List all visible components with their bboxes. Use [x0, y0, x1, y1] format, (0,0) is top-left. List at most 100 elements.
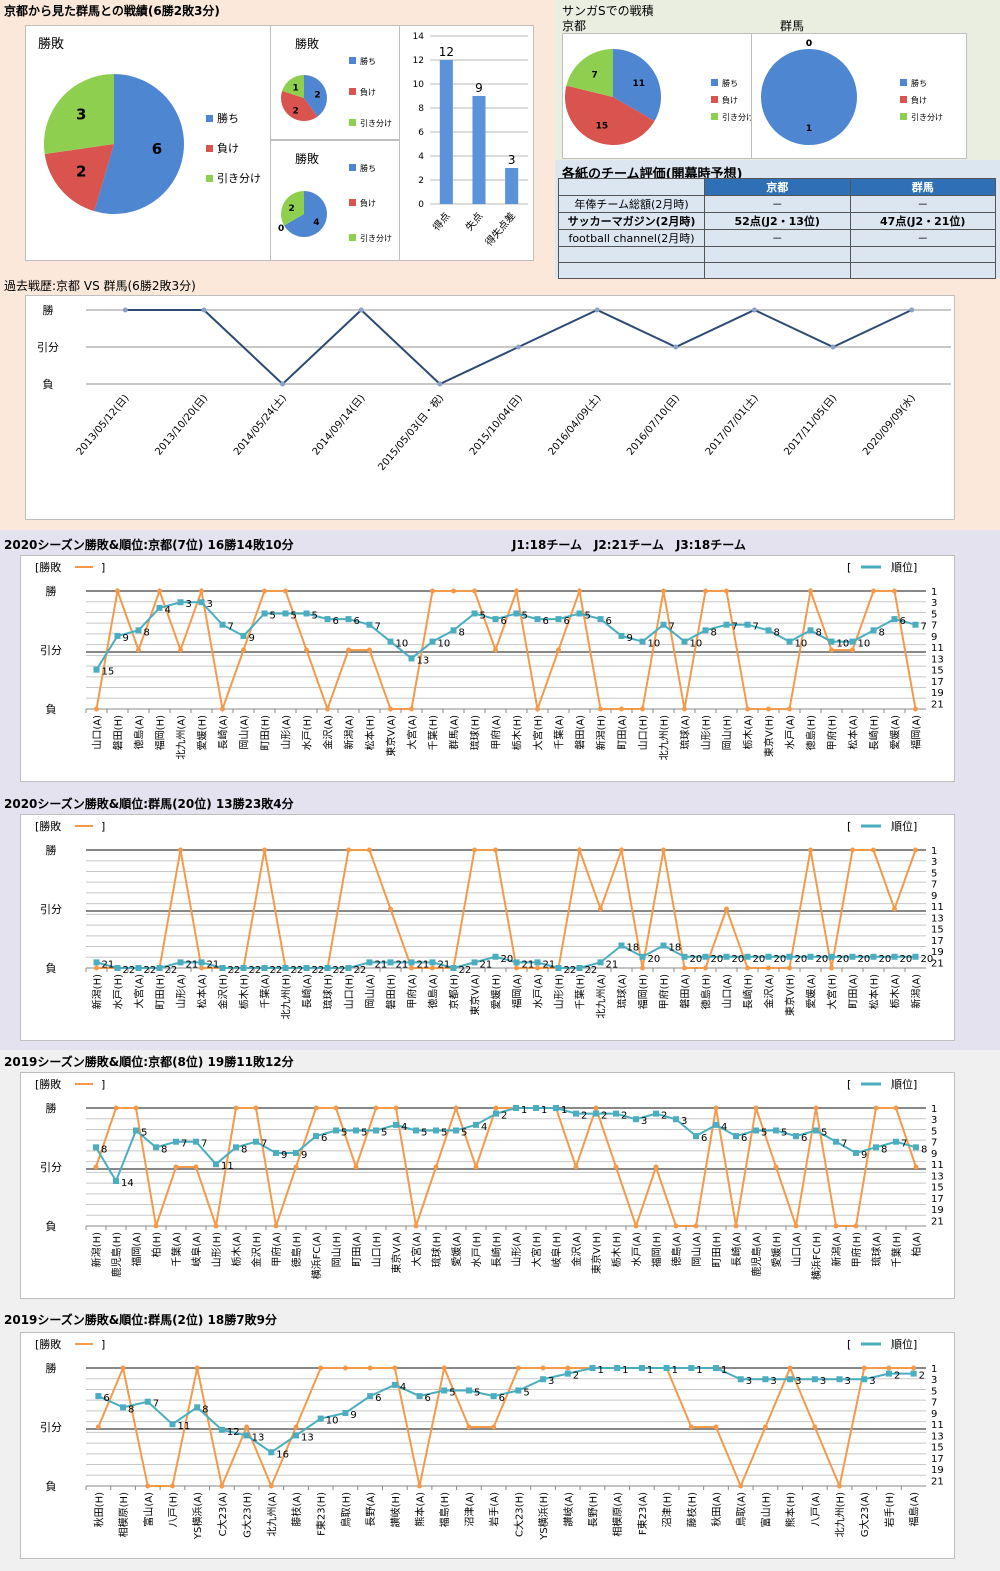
- result-point: [472, 588, 477, 594]
- x-tick-label: 鳥取(H): [339, 1492, 352, 1527]
- result-point: [911, 1365, 917, 1371]
- rank-axis-label: 13: [931, 1431, 944, 1442]
- rank-point: [303, 965, 310, 971]
- x-tick-label: 徳島(H): [700, 974, 713, 1009]
- result-point: [873, 1105, 879, 1111]
- result-point: [113, 1105, 119, 1111]
- rank-point: [93, 1144, 99, 1151]
- result-point: [514, 965, 519, 971]
- bar: [505, 168, 519, 204]
- result-point: [724, 906, 729, 912]
- legend-label: 引き分け: [360, 119, 392, 128]
- x-tick-label: 横浜FC(H): [810, 1232, 823, 1280]
- rank-point: [913, 1144, 919, 1151]
- rank-data-label: 9: [123, 633, 129, 644]
- bar-goals-panel: 0 2 4 6 8 10 12 14 12 得点 9 失点 3 得失点差: [399, 25, 534, 261]
- rank-data-label: 7: [261, 1139, 267, 1150]
- rank-point: [303, 610, 310, 617]
- legend-label: 勝ち: [911, 78, 927, 88]
- rank-point: [433, 1127, 439, 1134]
- rank-point: [156, 604, 163, 611]
- rank-point: [173, 1138, 179, 1145]
- x-tick-label: 金沢(A): [322, 715, 335, 750]
- legend-rank-label: 順位]: [891, 819, 917, 833]
- evaluation-gunma-value: 47点(J2・21位): [849, 212, 996, 230]
- result-point: [115, 588, 120, 594]
- h2h-point: [673, 344, 679, 350]
- x-tick-label: 山形(A): [511, 1232, 523, 1267]
- rank-point: [293, 1432, 299, 1439]
- rank-axis-label: 19: [931, 1465, 944, 1476]
- result-point: [493, 647, 498, 653]
- x-tick-label: 徳島(H): [290, 1232, 303, 1267]
- rank-data-label: 6: [425, 1393, 431, 1404]
- result-point: [304, 647, 309, 653]
- rank-data-label: 20: [648, 954, 661, 965]
- x-tick-label: 千葉(H): [574, 974, 587, 1009]
- y-tick-label: 10: [413, 80, 425, 90]
- pie-data-label: 6: [152, 140, 162, 158]
- result-point: [367, 647, 372, 653]
- x-tick-label: 岐阜(H): [550, 1232, 563, 1267]
- rank-point: [120, 1404, 127, 1411]
- h2h-point: [122, 307, 128, 313]
- evaluation-header-corner: [558, 178, 705, 196]
- rank-data-label: 21: [102, 959, 115, 970]
- k2019-panel: 勝引分負 1 3 5 7 9 11 13 15 17 19 21 [勝敗][順位] 8 14 5 8 7 7 11 8 7…: [20, 1072, 955, 1299]
- pie-slice-負け: [281, 90, 318, 122]
- rank-point: [366, 621, 373, 628]
- h2h-point: [437, 381, 443, 387]
- evaluation-kyoto-value: [704, 246, 851, 263]
- legend-result-label: [勝敗: [35, 1337, 61, 1351]
- y-tick-label: 8: [418, 104, 424, 114]
- rank-point: [353, 1127, 359, 1134]
- rank-axis-label: 1: [931, 587, 937, 598]
- rank-point: [177, 599, 184, 606]
- result-point: [346, 647, 351, 653]
- result-point: [333, 1105, 339, 1111]
- evaluation-row-label: [558, 262, 705, 279]
- pie-slice-引き分け: [44, 74, 114, 154]
- rank-point: [471, 610, 478, 617]
- x-tick-label: 新潟(A): [343, 715, 356, 750]
- rank-point: [540, 1376, 547, 1383]
- result-point: [766, 965, 771, 971]
- x-tick-label: 新潟(H): [91, 974, 104, 1009]
- x-tick-label: F東23(A): [636, 1492, 649, 1535]
- rank-point: [534, 959, 541, 966]
- rank-point: [912, 621, 919, 628]
- x-tick-label: 愛媛(A): [805, 974, 818, 1009]
- h2h-point: [594, 307, 600, 313]
- rank-data-label: 4: [401, 1122, 407, 1133]
- rank-data-label: 7: [669, 622, 675, 633]
- rank-data-label: 22: [123, 965, 136, 976]
- x-tick-label: 愛媛(H): [770, 1232, 783, 1267]
- rank-data-label: 3: [681, 1116, 687, 1127]
- legend-label: 負け: [722, 95, 738, 105]
- result-point: [430, 965, 435, 971]
- legend-label: 引き分け: [722, 113, 753, 122]
- evaluation-row-label: 年俸チーム総額(2月時): [558, 195, 705, 213]
- history-title: 過去戦歴:京都 VS 群馬(6勝2敗3分): [4, 279, 196, 293]
- rank-point: [240, 965, 247, 971]
- result-point: [787, 965, 792, 971]
- x-tick-label: 柏(A): [910, 1232, 923, 1257]
- rank-data-label: 2: [919, 1371, 925, 1382]
- result-point: [688, 1424, 694, 1430]
- bar-data-label: 3: [508, 153, 516, 167]
- result-point: [766, 706, 771, 712]
- x-tick-label: 山形(H): [701, 715, 713, 750]
- rank-point: [912, 953, 919, 960]
- x-tick-label: 町田(A): [849, 974, 860, 1009]
- rank-data-label: 5: [821, 1127, 827, 1138]
- rank-data-label: 2: [621, 1111, 627, 1122]
- rank-axis-label: 5: [931, 868, 937, 879]
- rank-axis-label: 7: [931, 621, 937, 632]
- rank-data-label: 7: [901, 1139, 907, 1150]
- result-point: [713, 1105, 719, 1111]
- legend-rank-label: 順位]: [891, 1337, 917, 1351]
- y-tick-label: 12: [413, 56, 424, 66]
- result-point: [593, 1105, 599, 1111]
